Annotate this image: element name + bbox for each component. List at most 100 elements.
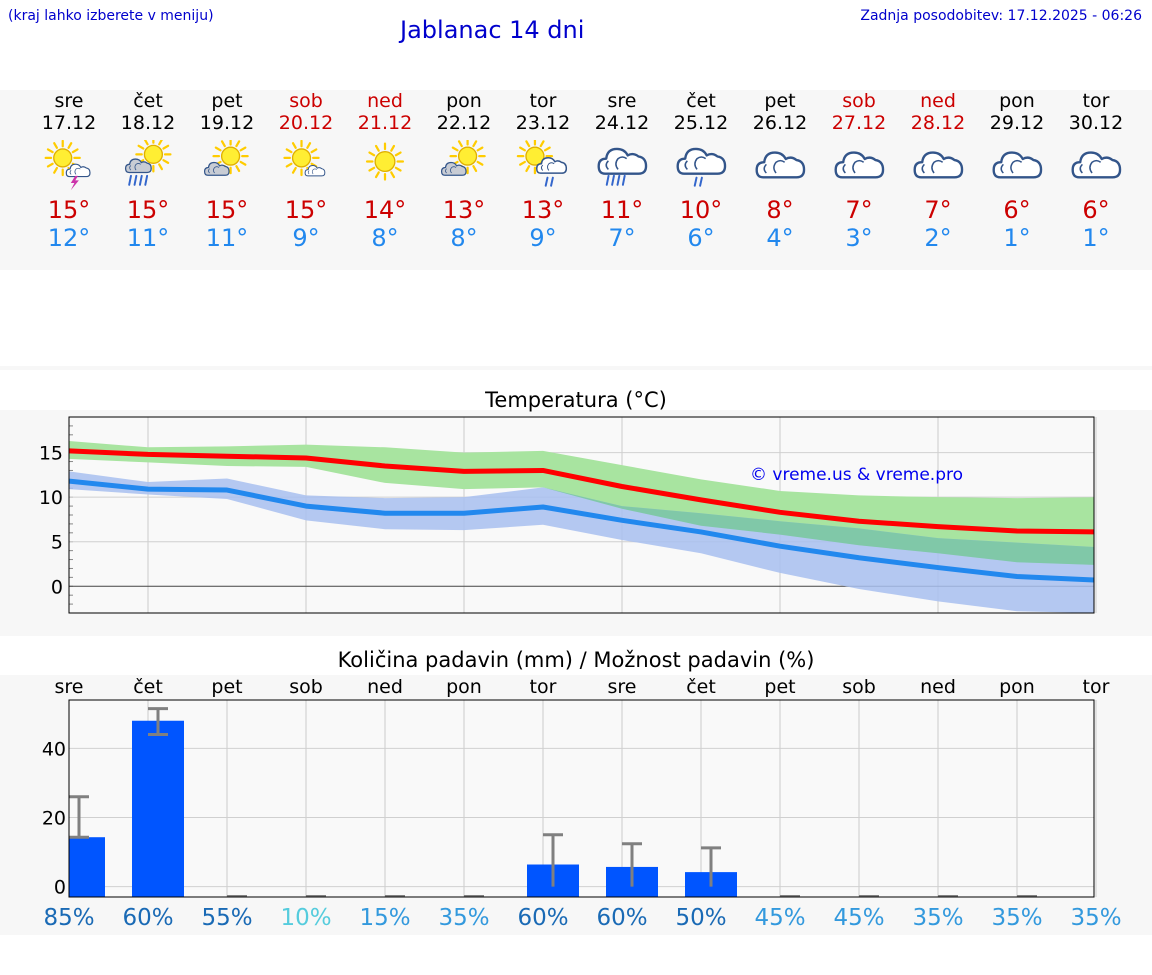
- day-name: sre: [607, 90, 637, 112]
- min-temperature: 8°: [371, 224, 399, 252]
- forecast-day: čet 25.12 10° 6°: [661, 90, 741, 252]
- min-temperature: 11°: [126, 224, 170, 252]
- precip-day-label: pon: [999, 676, 1035, 698]
- precip-day-label: čet: [686, 676, 716, 698]
- temp-y-tick-label: 5: [51, 532, 63, 554]
- cloud-icon: [755, 151, 806, 179]
- precip-day-label: pon: [446, 676, 482, 698]
- max-temperature: 15°: [126, 196, 170, 224]
- precip-y-tick-label: 40: [42, 738, 66, 760]
- min-temperature: 9°: [529, 224, 557, 252]
- day-date: 27.12: [831, 112, 887, 134]
- temp-y-tick-label: 15: [39, 443, 63, 465]
- forecast-day: tor 30.12 6° 1°: [1056, 90, 1136, 252]
- forecast-day: pet 26.12 8° 4°: [740, 90, 820, 252]
- day-name: sob: [842, 90, 876, 112]
- day-name: pet: [764, 90, 796, 112]
- min-temperature: 8°: [450, 224, 478, 252]
- precip-day-label: pet: [211, 676, 242, 698]
- temp-y-tick-label: 10: [39, 487, 63, 509]
- forecast-day: sob 27.12 7° 3°: [819, 90, 899, 252]
- precip-day-label: sob: [289, 676, 323, 698]
- precip-probability: 35%: [991, 905, 1043, 931]
- precip-probability: 10%: [280, 905, 332, 931]
- precip-plot-frame: [68, 699, 1095, 898]
- precip-probability: 60%: [122, 905, 174, 931]
- forecast-day: tor 23.12 13° 9°: [503, 90, 583, 252]
- precip-probability: 60%: [517, 905, 569, 931]
- max-temperature: 11°: [600, 196, 644, 224]
- max-temperature: 8°: [766, 196, 794, 224]
- temperature-chart: 0 5 10 15 © vreme.us & vreme.pro: [39, 416, 1097, 614]
- precip-y-tick-label: 20: [42, 808, 66, 830]
- sun-cloud-rain-icon: [516, 140, 568, 187]
- precip-probability: 55%: [201, 905, 253, 931]
- cloud-icon: [834, 151, 885, 179]
- day-date: 19.12: [199, 112, 255, 134]
- forecast-day: ned 28.12 7° 2°: [898, 90, 978, 252]
- day-name: pon: [446, 90, 482, 112]
- day-name: sre: [54, 90, 84, 112]
- min-temperature: 3°: [845, 224, 873, 252]
- day-date: 25.12: [673, 112, 729, 134]
- panel-divider: [0, 366, 1152, 370]
- max-temp-line: [69, 448, 1094, 535]
- precip-plot-area: [69, 700, 1094, 897]
- page-title: Jablanac 14 dni: [400, 16, 585, 44]
- forecast-day: sob 20.12 15° 9°: [266, 90, 346, 252]
- day-date: 30.12: [1068, 112, 1124, 134]
- day-name: sob: [289, 90, 323, 112]
- precip-probability: 85%: [43, 905, 95, 931]
- day-name: pon: [999, 90, 1035, 112]
- day-date: 22.12: [436, 112, 492, 134]
- day-date: 23.12: [515, 112, 571, 134]
- precip-day-label: ned: [920, 676, 956, 698]
- precip-probability: 35%: [438, 905, 490, 931]
- cloud-icon: [1071, 151, 1122, 179]
- sun-small-cloud-icon: [283, 140, 326, 177]
- cloud-rain-icon: [676, 147, 727, 187]
- precipitation-chart: sre čet pet sob ned pon tor sre čet pet sob ned pon t…: [42, 676, 1110, 899]
- cloud-icon: [913, 151, 964, 179]
- copyright-watermark: © vreme.us & vreme.pro: [750, 465, 963, 485]
- day-name: pet: [211, 90, 243, 112]
- max-temperature: 6°: [1003, 196, 1031, 224]
- precip-day-label: sre: [55, 676, 84, 698]
- precip-probability: 15%: [359, 905, 411, 931]
- min-temperature: 4°: [766, 224, 794, 252]
- temperature-chart-title: Temperatura (°C): [485, 388, 667, 412]
- max-temperature: 14°: [363, 196, 407, 224]
- day-date: 26.12: [752, 112, 808, 134]
- forecast-day: čet 18.12 15° 11°: [108, 90, 188, 252]
- region-menu-hint: (kraj lahko izberete v meniju): [8, 8, 214, 24]
- day-date: 18.12: [120, 112, 176, 134]
- precip-probability: 35%: [912, 905, 964, 931]
- max-temperature: 7°: [924, 196, 952, 224]
- min-temperature: 11°: [205, 224, 249, 252]
- precip-day-label: sre: [608, 676, 637, 698]
- max-temperature: 13°: [442, 196, 486, 224]
- sun-cloud-icon: [440, 140, 486, 176]
- forecast-day: pon 29.12 6° 1°: [977, 90, 1057, 252]
- max-temperature: 7°: [845, 196, 873, 224]
- max-temperature: 13°: [521, 196, 565, 224]
- day-date: 29.12: [989, 112, 1045, 134]
- sun-icon: [365, 142, 405, 181]
- day-date: 28.12: [910, 112, 966, 134]
- forecast-day: pet 19.12 15° 11°: [187, 90, 267, 252]
- last-update-timestamp: Zadnja posodobitev: 17.12.2025 - 06:26: [860, 8, 1142, 24]
- min-temperature: 9°: [292, 224, 320, 252]
- precip-day-label: ned: [367, 676, 403, 698]
- day-name: ned: [920, 90, 956, 112]
- precip-day-label: tor: [1083, 676, 1110, 698]
- cloud-heavy-rain-icon: [597, 147, 648, 186]
- precip-day-label: čet: [133, 676, 163, 698]
- precip-probability: 60%: [596, 905, 648, 931]
- day-name: čet: [133, 90, 163, 112]
- temp-plot-frame: [68, 416, 1095, 614]
- precipitation-chart-title: Količina padavin (mm) / Možnost padavin …: [337, 648, 815, 672]
- forecast-day: sre 24.12 11° 7°: [582, 90, 662, 252]
- day-date: 24.12: [594, 112, 650, 134]
- day-date: 20.12: [278, 112, 334, 134]
- temp-y-tick-label: 0: [51, 576, 63, 598]
